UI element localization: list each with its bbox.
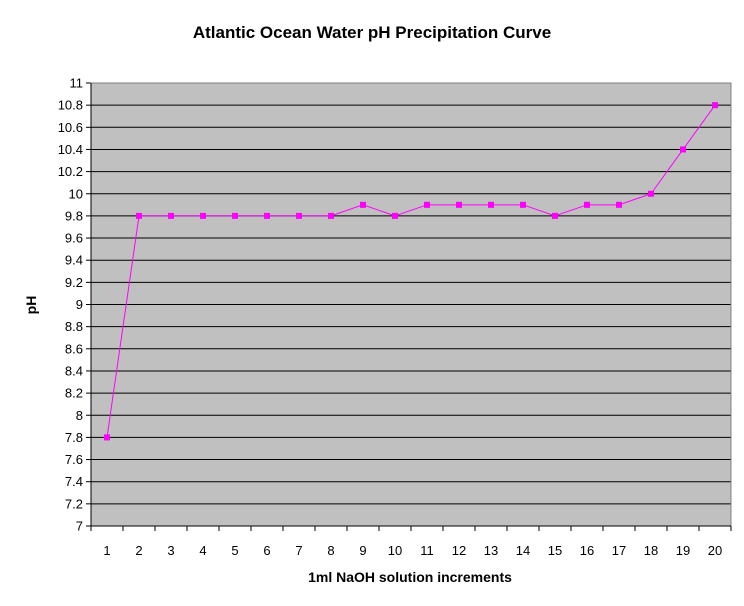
data-point [616, 201, 622, 208]
x-tick-label: 18 [644, 543, 658, 558]
x-tick-label: 4 [199, 543, 206, 558]
x-tick-label: 13 [484, 543, 498, 558]
y-tick-label: 10 [69, 186, 83, 201]
x-tick-label: 20 [708, 543, 722, 558]
data-point [200, 212, 206, 219]
series-line [106, 104, 716, 438]
data-point [584, 201, 590, 208]
y-tick-label: 10.4 [58, 142, 83, 157]
y-tick-label: 10.6 [58, 120, 83, 135]
x-axis-title: 1ml NaOH solution increments [308, 569, 512, 585]
y-tick-label: 9.4 [65, 253, 83, 268]
y-tick-label: 8 [76, 408, 83, 423]
y-tick-label: 9.2 [65, 275, 83, 290]
data-point [456, 201, 462, 208]
x-tick-label: 6 [263, 543, 270, 558]
data-point [712, 102, 718, 109]
data-point [360, 201, 366, 208]
x-tick-label: 16 [580, 543, 594, 558]
x-tick-label: 9 [359, 543, 366, 558]
plot-area-group: 7 7.2 7.4 7.6 7.8 8 8.2 8.4 8.6 8.8 9 9.2 9.4 9.6 9.8 1… [58, 76, 732, 558]
data-point [168, 212, 174, 219]
data-point [488, 201, 494, 208]
data-point [232, 212, 238, 219]
y-tick-label: 11 [70, 76, 84, 91]
x-tick-label: 10 [388, 543, 402, 558]
x-tick-label: 14 [516, 543, 530, 558]
data-point [552, 212, 558, 219]
y-tick-label: 9.8 [65, 208, 83, 223]
data-point [680, 146, 686, 153]
x-tick-label: 2 [135, 543, 142, 558]
x-tick-label: 11 [420, 543, 434, 558]
x-tick-label: 17 [612, 543, 626, 558]
data-point [264, 212, 270, 219]
data-point [520, 201, 526, 208]
y-tick-label: 7.6 [65, 452, 83, 467]
data-point [648, 190, 654, 197]
x-tick-label: 5 [231, 543, 238, 558]
y-tick-label: 9.6 [65, 231, 83, 246]
y-tick-label: 7.8 [65, 430, 83, 445]
x-tick-label: 1 [103, 543, 110, 558]
y-tick-label: 7.4 [65, 474, 83, 489]
x-tick-label: 19 [676, 543, 690, 558]
y-axis-title: pH [23, 296, 39, 315]
y-tick-label: 8.8 [65, 319, 83, 334]
y-tick-label: 7 [76, 519, 83, 534]
y-tick-label: 10.8 [58, 98, 83, 113]
data-point [424, 201, 430, 208]
y-tick-label: 8.2 [65, 386, 83, 401]
y-tick-label: 8.6 [65, 341, 83, 356]
y-tick-label: 9 [76, 297, 83, 312]
data-point [392, 212, 398, 219]
chart-title: Atlantic Ocean Water pH Precipitation Cu… [193, 23, 551, 42]
data-point [136, 212, 142, 219]
x-tick-label: 8 [327, 543, 334, 558]
data-point [104, 434, 110, 441]
y-tick-label: 7.2 [65, 496, 83, 511]
y-tick-label: 8.4 [65, 363, 83, 378]
x-tick-label: 12 [452, 543, 466, 558]
data-point [328, 212, 334, 219]
y-tick-label: 10.2 [58, 164, 83, 179]
x-tick-label: 15 [548, 543, 562, 558]
x-tick-label: 3 [167, 543, 174, 558]
x-tick-label: 7 [295, 543, 302, 558]
data-point [296, 212, 302, 219]
